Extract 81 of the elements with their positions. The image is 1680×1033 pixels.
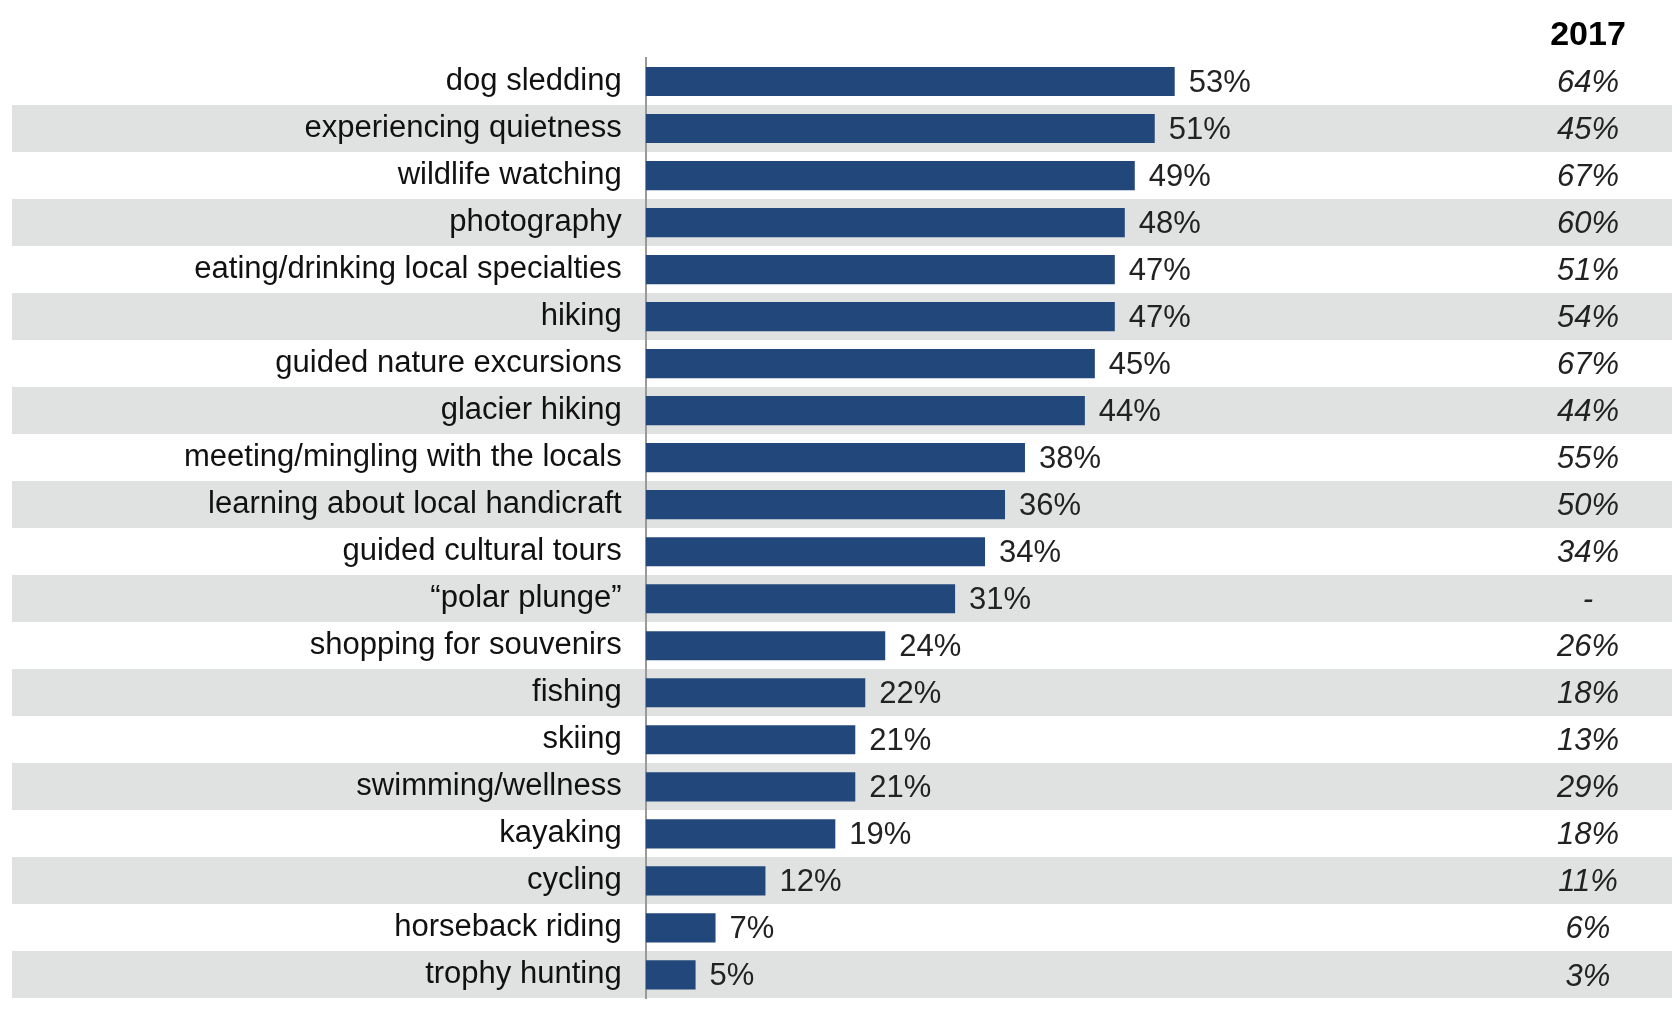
y-tick-label: swimming/wellness [356,767,622,803]
data-label: 7% [729,910,775,946]
text: 3% [1565,957,1611,993]
y-tick-label: trophy hunting [425,955,622,991]
y-tick-label: cycling [526,861,622,897]
data-label: 38% [1038,440,1102,476]
bar [645,631,886,661]
y-tick-label: fishing [532,673,622,709]
data-label: 12% [779,863,842,899]
y-tick-label: glacier hiking [440,391,622,427]
y-tick-label: eating/drinking local specialties [194,250,622,286]
text: 2017 [1550,14,1626,53]
data-label: 24% [899,628,962,664]
data-label: 22% [879,675,942,711]
text: 18% [1556,816,1620,852]
y-tick-label: shopping for souvenirs [309,626,622,662]
data-label: 49% [1148,158,1211,194]
y-tick-label: meeting/mingling with the locals [183,438,622,474]
y-tick-label: “polar plunge” [430,579,622,615]
text: 54% [1556,299,1620,335]
text: 18% [1556,675,1620,711]
y-tick-label: kayaking [499,814,622,850]
y-tick-label: guided cultural tours [342,532,622,568]
data-label: 48% [1138,205,1201,241]
data-label: 21% [869,769,932,805]
bar [645,584,956,614]
text: 60% [1556,205,1620,241]
text: 55% [1556,440,1620,476]
bar [645,960,696,990]
bar [645,866,766,896]
data-label: 44% [1098,393,1161,429]
text: 64% [1556,64,1620,100]
bar [645,113,1155,144]
text: 13% [1556,722,1620,758]
bar [645,66,1175,97]
y-tick-label: horseback riding [394,908,622,944]
text: 29% [1555,769,1620,805]
data-label: 19% [849,816,912,852]
bar [645,490,1006,520]
y-tick-label: skiing [542,720,622,756]
bar [645,819,836,849]
bar [645,349,1095,379]
y-tick-label: experiencing quietness [304,109,622,145]
data-label: 31% [969,581,1032,617]
bar [645,678,866,708]
data-label: 21% [869,722,932,758]
data-label: 34% [999,534,1062,570]
y-tick-label: learning about local handicraft [208,485,623,521]
bar [645,396,1085,426]
y-tick-label: guided nature excursions [275,344,622,380]
text: 26% [1555,628,1620,664]
text: 6% [1565,910,1611,946]
bar [645,913,716,943]
text: 67% [1556,346,1620,382]
y-tick-label: dog sledding [445,62,622,98]
text: - [1582,581,1594,617]
data-label: 47% [1128,299,1191,335]
text: 45% [1556,111,1620,147]
data-label: 36% [1019,487,1082,523]
bar [645,772,856,802]
data-label: 5% [709,957,755,993]
y-tick-label: hiking [540,297,622,333]
text: 51% [1556,252,1620,288]
text: 11% [1558,863,1618,899]
bar [645,207,1125,238]
text: 34% [1556,534,1620,570]
bar [645,302,1115,332]
text: 44% [1556,393,1620,429]
data-label: 45% [1108,346,1171,382]
bar [645,255,1115,285]
bar [645,537,986,567]
bar [645,443,1025,473]
text: 67% [1556,158,1620,194]
data-label: 53% [1188,64,1251,100]
bar [645,160,1135,191]
text: 50% [1556,487,1620,523]
y-tick-label: wildlife watching [396,156,622,192]
data-label: 47% [1128,252,1191,288]
bar [645,725,856,755]
data-label: 51% [1168,111,1231,147]
y-tick-label: photography [449,203,623,239]
